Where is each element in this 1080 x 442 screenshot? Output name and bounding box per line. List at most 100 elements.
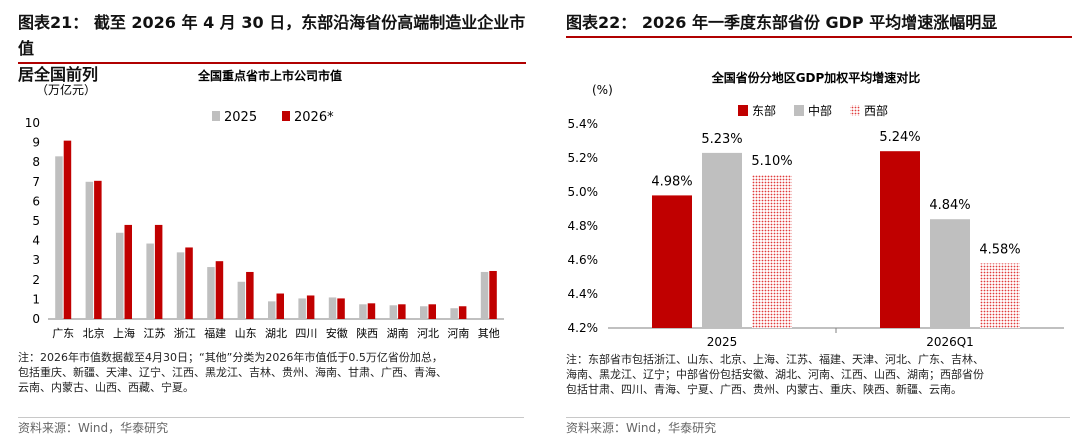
figure22-note-line2: 海南、黑龙江、辽宁；中部省份包括安徽、湖北、河南、江西、山西、湖南；西部省份 (566, 368, 984, 381)
figure22-divider (566, 36, 1072, 38)
chart1-xtick-label: 上海 (113, 326, 135, 340)
chart1-xtick-label: 河南 (447, 327, 469, 340)
left-panel: 图表21： 截至 2026 年 4 月 30 日，东部沿海省份高端制造业企业市值… (0, 0, 534, 442)
chart1-legend-label: 2026* (294, 110, 334, 125)
chart1-bar (420, 306, 428, 319)
chart1-ytick-label: 8 (32, 155, 40, 169)
figure21-note: 注：2026年市值数据截至4月30日；“其他”分类为2026年市值低于0.5万亿… (18, 350, 524, 395)
chart1-legend-swatch (212, 111, 220, 121)
chart2-bar (880, 151, 920, 328)
chart1-bar (337, 298, 345, 319)
chart2-bar (980, 263, 1020, 328)
chart1-bar (85, 181, 94, 319)
figure22-note-line1: 注：东部省市包括浙江、山东、北京、上海、江苏、福建、天津、河北、广东、吉林、 (566, 353, 984, 366)
chart1-ytick-label: 6 (32, 194, 40, 208)
chart2-data-label: 5.24% (879, 130, 920, 145)
chart1-ytick-label: 7 (32, 175, 40, 189)
chart1-bar (306, 295, 315, 319)
chart1-bar (389, 305, 398, 319)
figure22-heading: 图表22： 2026 年一季度东部省份 GDP 平均增速涨幅明显 (566, 13, 998, 32)
chart1-bar (237, 281, 246, 319)
chart1-bar (367, 303, 376, 319)
chart1-bar (185, 247, 193, 319)
chart1-xtick-label: 山东 (235, 327, 257, 340)
chart1-ytick-label: 5 (32, 214, 40, 228)
chart1-bar (176, 252, 185, 319)
chart1-ytick-label: 4 (32, 234, 40, 248)
chart2-title: 全国省份分地区GDP加权平均增速对比 (711, 70, 921, 85)
chart2-data-label: 4.84% (929, 198, 970, 213)
chart2-legend-label: 西部 (864, 103, 888, 118)
chart1-bar (116, 232, 124, 319)
chart1-bar (246, 271, 254, 319)
chart1-bar (298, 298, 306, 319)
figure21-source: 资料来源：Wind，华泰研究 (18, 421, 169, 435)
gdp-growth-chart: 全国省份分地区GDP加权平均增速对比 (%) 4.2% 4.4% 4.6% 4.8% 5.0… (568, 70, 1064, 349)
chart1-bar (154, 224, 163, 319)
chart1-ytick-label: 0 (32, 312, 40, 326)
chart1-xtick-label: 湖北 (265, 327, 287, 340)
figure22-source: 资料来源：Wind，华泰研究 (566, 421, 717, 435)
chart1-bar (480, 271, 489, 319)
chart1-xtick-label: 广东 (52, 327, 74, 340)
chart1-xtick-label: 四川 (295, 327, 317, 340)
chart2-legend-swatch (850, 105, 860, 116)
chart2-legend-label: 中部 (808, 103, 832, 118)
figure21-source-divider (18, 417, 524, 418)
chart1-xtick-label: 湖南 (387, 327, 409, 340)
chart2-legend-swatch (738, 105, 748, 116)
figure21-heading-line1: 图表21： 截至 2026 年 4 月 30 日，东部沿海省份高端制造业企业市值 (18, 13, 526, 58)
chart2-bar (702, 152, 742, 328)
figure21-note-line3: 云南、内蒙古、山西、西藏、宁夏。 (18, 381, 194, 394)
chart2-ytick-label: 4.4% (568, 287, 599, 301)
chart1-ytick-label: 1 (32, 292, 40, 306)
chart1-bar (215, 261, 224, 319)
chart2-ytick-label: 5.4% (568, 117, 599, 131)
chart2-xtick-label: 2026Q1 (926, 335, 974, 349)
chart2-bar (752, 175, 792, 328)
figure21-heading: 图表21： 截至 2026 年 4 月 30 日，东部沿海省份高端制造业企业市值… (18, 10, 534, 88)
chart1-ytick-label: 2 (32, 273, 40, 287)
chart1-ytick-label: 3 (32, 253, 40, 267)
chart2-ytick-label: 4.2% (568, 321, 599, 335)
chart1-xtick-label: 安徽 (326, 326, 348, 340)
chart1-bar (398, 304, 406, 319)
chart2-ytick-label: 4.8% (568, 219, 599, 233)
chart1-legend-swatch (282, 111, 290, 121)
chart2-bar (652, 195, 692, 328)
chart2-ylabel: (%) (592, 83, 613, 97)
chart1-xtick-label: 北京 (83, 326, 105, 340)
chart1-bar (63, 140, 72, 319)
chart2-legend-swatch (794, 105, 804, 116)
chart1-xtick-label: 福建 (204, 326, 226, 340)
chart1-ytick-label: 10 (25, 116, 40, 130)
chart2-ytick-label: 5.2% (568, 151, 599, 165)
chart1-bar (207, 267, 215, 319)
chart1-bar (428, 304, 436, 319)
chart1-bar (124, 224, 132, 319)
chart1-bar (450, 308, 458, 319)
chart1-xtick-label: 江苏 (143, 327, 165, 340)
chart2-bar (930, 219, 970, 328)
chart1-bar (94, 180, 102, 319)
chart2-ytick-label: 5.0% (568, 185, 599, 199)
chart2-ytick-label: 4.6% (568, 253, 599, 267)
figure21-divider (18, 62, 526, 64)
figure22-note: 注：东部省市包括浙江、山东、北京、上海、江苏、福建、天津、河北、广东、吉林、 海… (566, 352, 1070, 397)
chart1-title: 全国重点省市上市公司市值 (197, 68, 342, 83)
chart2-data-label: 5.23% (701, 132, 742, 147)
figure21-note-line2: 包括重庆、新疆、天津、辽宁、江西、黑龙江、吉林、贵州、海南、甘肃、广西、青海、 (18, 366, 447, 379)
chart2-data-label: 4.58% (979, 242, 1020, 257)
figure21-heading-line2: 居全国前列 (18, 65, 99, 84)
chart1-bar (276, 293, 284, 319)
figure22-note-line3: 包括甘肃、四川、青海、宁夏、广西、贵州、内蒙古、重庆、陕西、新疆、云南。 (566, 383, 962, 396)
chart2-data-label: 5.10% (751, 154, 792, 169)
chart1-bar (146, 243, 154, 319)
right-panel: 图表22： 2026 年一季度东部省份 GDP 平均增速涨幅明显 全国省份分地区… (548, 0, 1080, 442)
chart1-bar (359, 304, 367, 319)
chart1-ylabel: （万亿元） (36, 82, 96, 97)
chart1-bar (268, 301, 276, 319)
market-cap-chart: 全国重点省市上市公司市值 （万亿元） 0 1 2 3 4 5 6 7 8 9 10 广东 北京 上海 江苏 浙江福… (25, 68, 504, 340)
chart2-data-label: 4.98% (651, 174, 692, 189)
chart1-ytick-label: 9 (32, 136, 40, 150)
